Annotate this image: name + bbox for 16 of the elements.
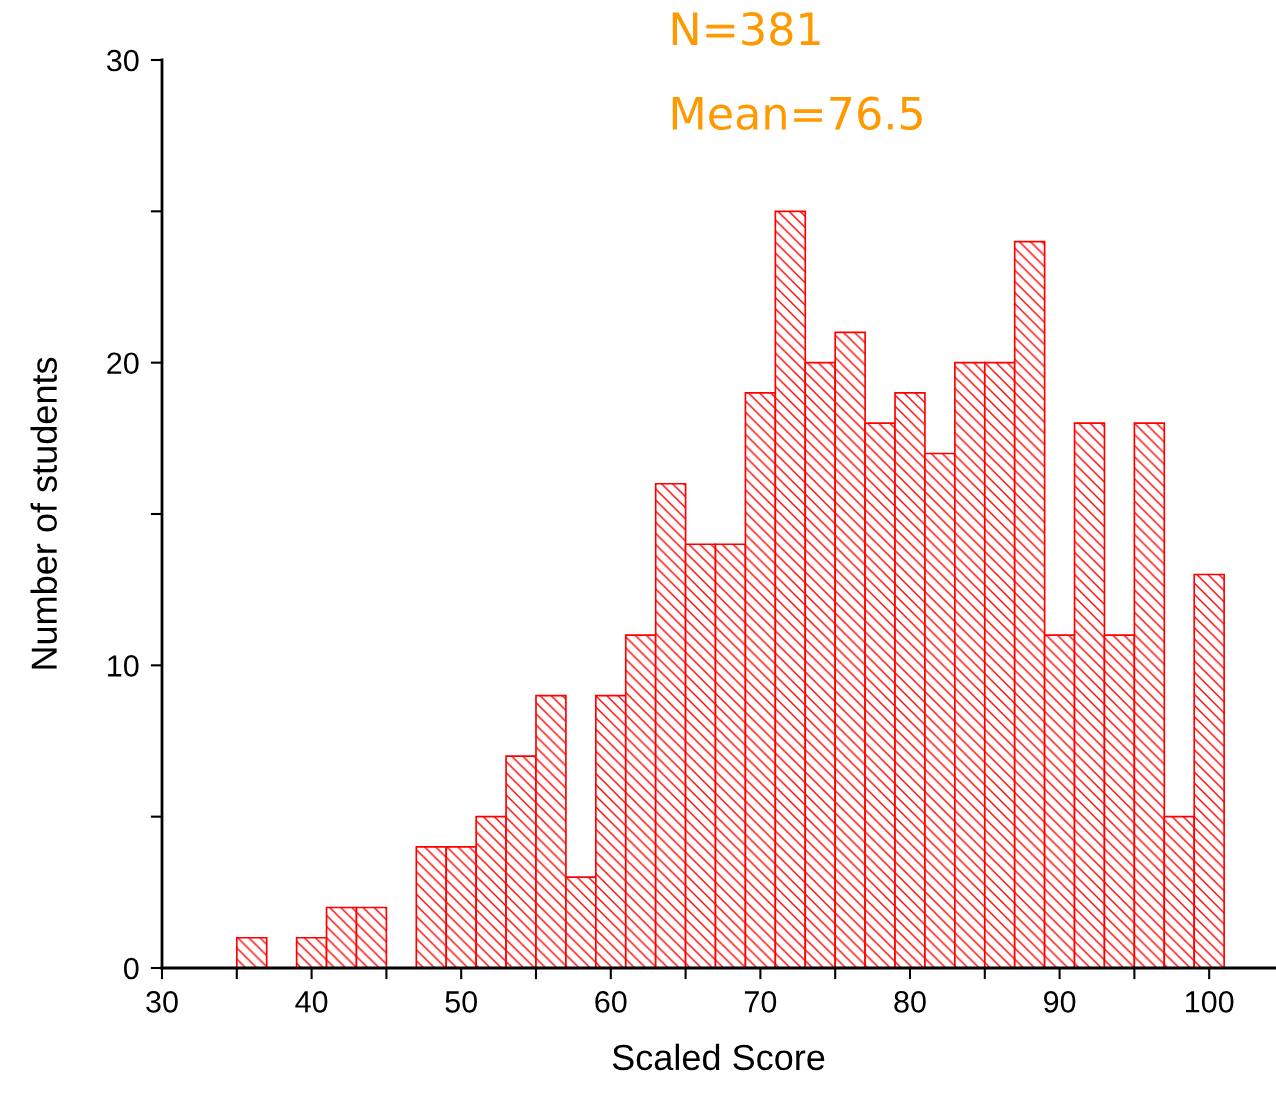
x-tick-label: 80 bbox=[894, 991, 926, 1013]
y-tick-label: 0 bbox=[123, 957, 139, 980]
x-axis-title: Scaled Score bbox=[612, 1043, 825, 1071]
x-tick-label: 60 bbox=[595, 991, 627, 1013]
y-tick-label: 30 bbox=[106, 49, 139, 72]
y-tick-label: 20 bbox=[107, 352, 139, 375]
x-tick-label: 50 bbox=[445, 991, 477, 1013]
x-tick-label: 30 bbox=[146, 991, 178, 1013]
x-tick-label: 70 bbox=[744, 991, 777, 1013]
x-tick-label: 100 bbox=[1186, 991, 1234, 1013]
x-tick-label: 40 bbox=[295, 991, 328, 1013]
y-tick-label: 10 bbox=[108, 655, 139, 677]
y-axis-title: Number of students bbox=[30, 357, 57, 669]
x-tick-label: 90 bbox=[1044, 991, 1076, 1013]
annotation: Mean=76.5 bbox=[672, 96, 922, 131]
text: N=381 bbox=[672, 12, 820, 46]
